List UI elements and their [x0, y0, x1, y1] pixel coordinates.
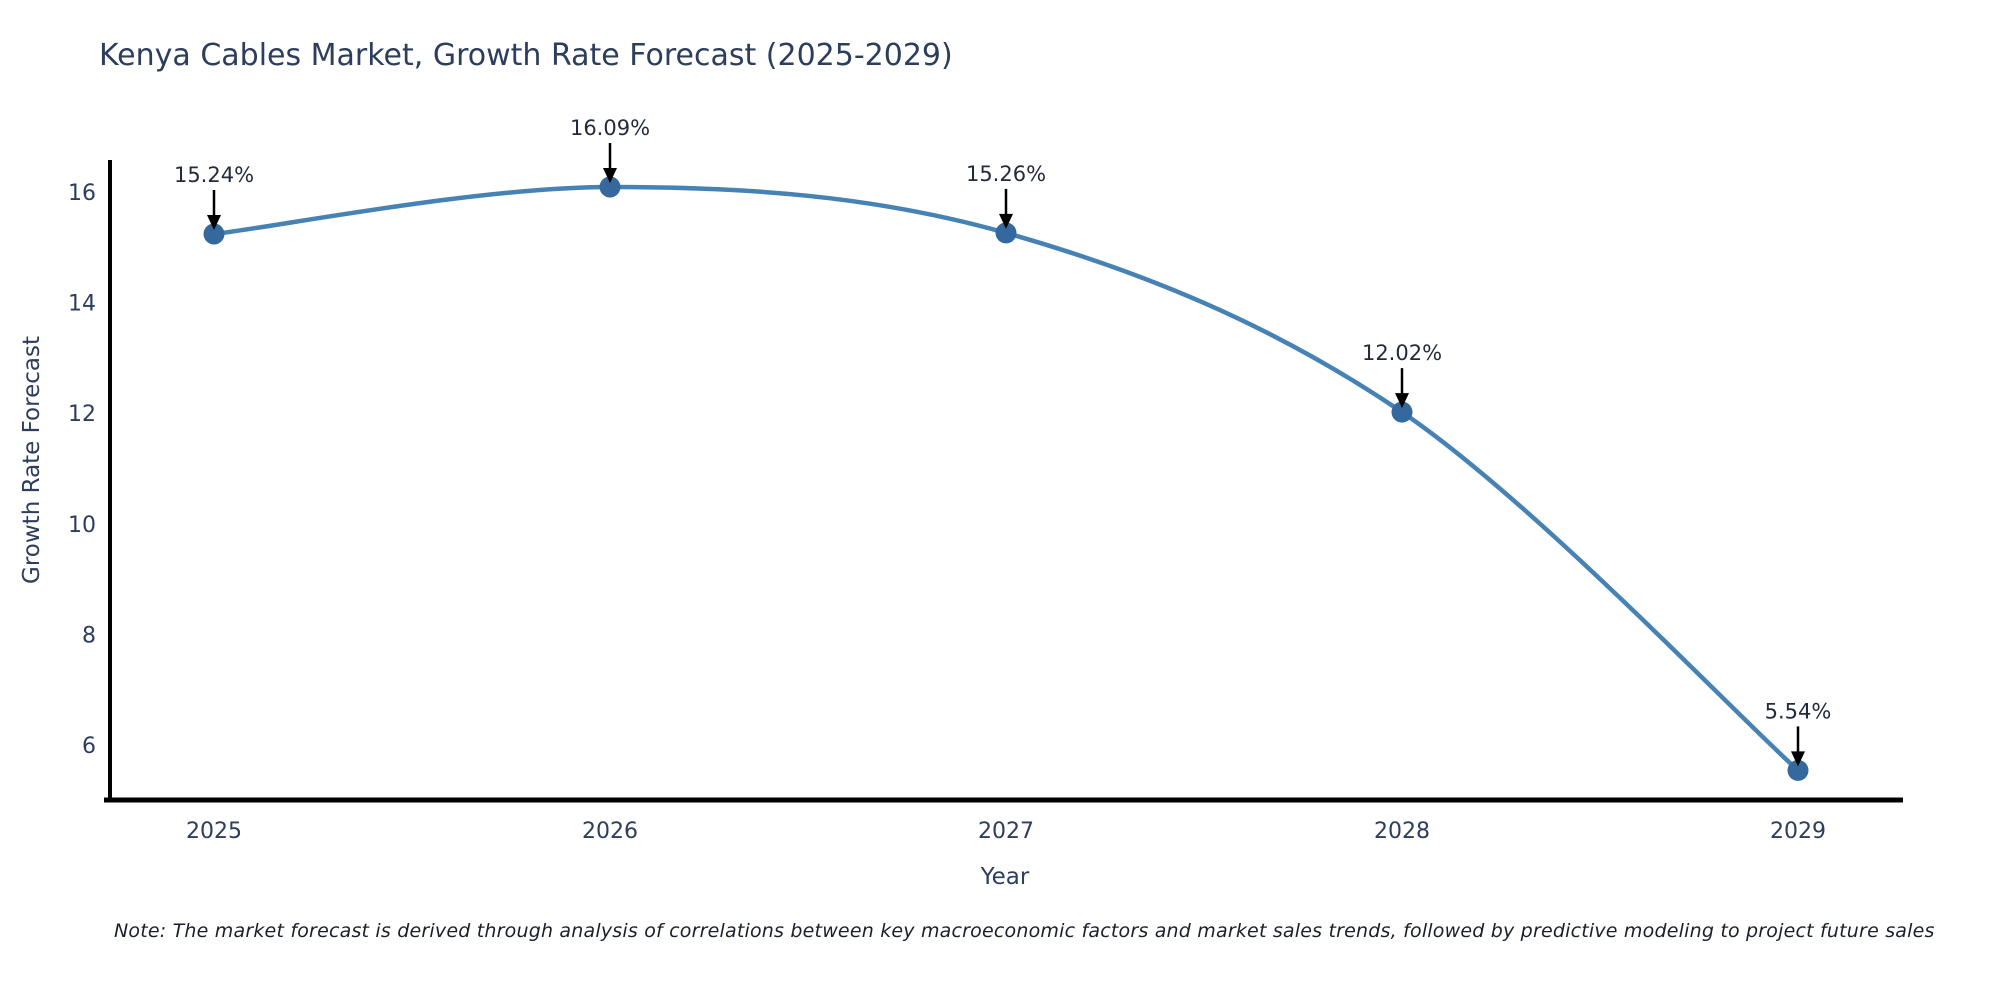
point-annotation-label: 12.02%: [1362, 341, 1442, 365]
y-tick-label: 8: [82, 623, 96, 648]
footnote: Note: The market forecast is derived thr…: [114, 920, 1935, 942]
point-annotation-label: 5.54%: [1765, 699, 1832, 723]
x-tick-label: 2025: [186, 819, 242, 844]
y-tick-label: 12: [68, 402, 96, 427]
x-axis-title: Year: [980, 864, 1030, 890]
annotation-arrow-head-icon: [1791, 751, 1805, 767]
point-annotation-label: 15.26%: [966, 162, 1046, 186]
point-annotation-label: 16.09%: [570, 116, 650, 140]
chart-title: Kenya Cables Market, Growth Rate Forecas…: [99, 38, 953, 73]
annotation-arrow-head-icon: [1395, 393, 1409, 409]
trend-line: [211, 184, 1801, 773]
x-tick-label: 2027: [978, 819, 1034, 844]
point-annotation-label: 15.24%: [174, 163, 254, 187]
data-point-marker: [203, 223, 225, 245]
data-point-marker: [599, 176, 621, 198]
data-point-marker: [1391, 401, 1413, 423]
annotation-arrow-head-icon: [603, 168, 617, 183]
data-point-marker: [995, 222, 1017, 244]
y-tick-label: 16: [68, 181, 96, 206]
y-tick-label: 10: [68, 513, 96, 538]
annotation-arrow-head-icon: [999, 213, 1013, 229]
x-tick-label: 2026: [582, 819, 638, 844]
x-tick-label: 2028: [1374, 819, 1430, 844]
data-point-marker: [1787, 759, 1809, 781]
x-tick-label: 2029: [1770, 819, 1826, 844]
y-tick-label: 14: [68, 292, 96, 317]
annotation-arrow-head-icon: [207, 215, 221, 230]
y-tick-label: 6: [82, 734, 96, 759]
